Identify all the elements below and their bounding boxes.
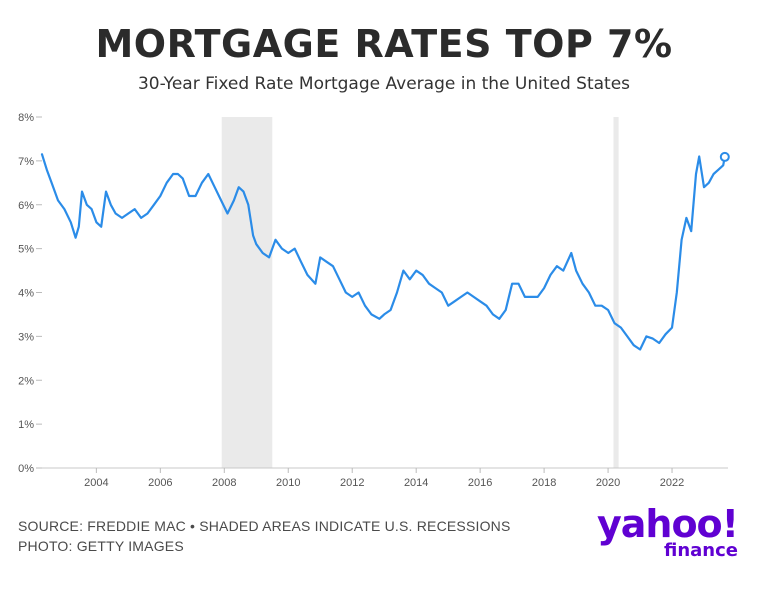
chart-title: MORTGAGE RATES TOP 7% [95, 22, 673, 66]
last-point-marker [719, 151, 730, 162]
logo-subtext: finance [664, 540, 738, 561]
x-tick-label: 2014 [404, 477, 428, 489]
x-tick-label: 2012 [340, 477, 364, 489]
y-tick-label: 7% [18, 156, 34, 168]
y-tick-label: 4% [18, 288, 34, 300]
y-tick-label: 8% [18, 112, 34, 124]
x-tick-label: 2008 [212, 477, 236, 489]
y-tick-label: 2% [18, 375, 34, 387]
y-tick-label: 1% [18, 419, 34, 431]
photo-credit: PHOTO: GETTY IMAGES [18, 538, 184, 554]
series-line [40, 153, 726, 351]
yahoo-finance-logo: yahoo! finance [596, 502, 739, 561]
x-tick-label: 2006 [148, 477, 172, 489]
recession-band [613, 117, 619, 468]
x-tick-label: 2016 [468, 477, 492, 489]
logo-wordmark: yahoo! [596, 502, 739, 546]
recession-band [221, 117, 273, 468]
x-tick-label: 2004 [84, 477, 108, 489]
y-tick-label: 0% [18, 463, 34, 475]
x-tick-label: 2018 [532, 477, 556, 489]
line-chart: 0% 1% 2% 3% 4% 5% 6% 7% 8% 2004 2006 2008 2010 2012 20… [18, 112, 730, 489]
y-tick-label: 6% [18, 200, 34, 212]
source-note: SOURCE: FREDDIE MAC • SHADED AREAS INDIC… [18, 518, 511, 534]
x-tick-label: 2010 [276, 477, 300, 489]
x-tick-label: 2020 [596, 477, 620, 489]
y-tick-label: 5% [18, 244, 34, 256]
y-tick-label: 3% [18, 331, 34, 343]
x-tick-label: 2022 [660, 477, 684, 489]
chart-subtitle: 30-Year Fixed Rate Mortgage Average in t… [137, 74, 631, 94]
